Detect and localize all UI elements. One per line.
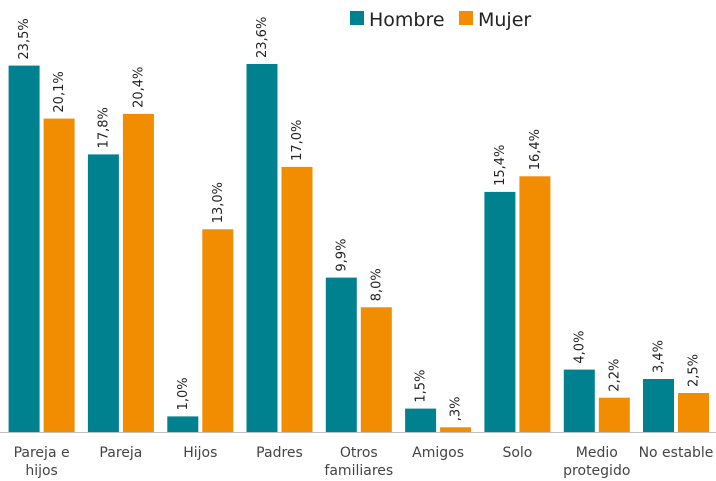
bar-mujer (122, 113, 154, 433)
value-label-mujer: 13,0% (211, 182, 226, 223)
value-label-mujer: 16,4% (528, 129, 543, 170)
value-label-mujer: 8,0% (369, 268, 384, 301)
legend-swatch-hombre (350, 11, 364, 25)
bar-hombre (87, 154, 119, 432)
value-label-hombre: 9,9% (334, 239, 349, 272)
bar-hombre (563, 369, 595, 432)
value-label-hombre: 4,0% (572, 331, 587, 364)
category-label: Amigos (412, 445, 464, 461)
legend-swatch-mujer (459, 11, 473, 25)
bar-mujer (519, 176, 551, 432)
category-label: Hijos (183, 445, 217, 461)
value-label-mujer: ,3% (449, 397, 464, 422)
category-label: protegido (563, 463, 630, 479)
category-label: Padres (256, 445, 303, 461)
bar-mujer (440, 427, 472, 432)
bar-hombre (643, 379, 674, 432)
bar-mujer (281, 166, 313, 432)
category-label: familiares (324, 463, 393, 479)
value-label-mujer: 2,2% (607, 359, 622, 392)
category-label: hijos (25, 463, 58, 479)
category-label: Pareja (99, 445, 142, 461)
category-label: Medio (576, 445, 618, 461)
bar-mujer (598, 397, 630, 432)
bar-mujer (43, 118, 75, 432)
legend-label-hombre: Hombre (369, 9, 445, 31)
bars-group (8, 64, 709, 433)
category-labels-group: Pareja e hijos Pareja Hijos Padres Otros famil… (14, 445, 714, 479)
bar-mujer (678, 393, 709, 432)
value-label-mujer: 20,4% (131, 67, 146, 108)
value-label-hombre: 17,8% (96, 107, 111, 148)
legend: Hombre Mujer (350, 9, 531, 31)
value-label-hombre: 1,0% (176, 377, 191, 410)
value-label-hombre: 23,6% (255, 17, 270, 58)
bar-hombre (246, 64, 278, 432)
category-label: Otros (340, 445, 378, 461)
category-label: No estable (639, 445, 714, 461)
category-label: Pareja e (14, 445, 70, 461)
bar-hombre (325, 277, 357, 432)
category-label: Solo (502, 445, 532, 461)
bar-hombre (405, 408, 437, 432)
value-label-hombre: 15,4% (493, 145, 508, 186)
bar-hombre (8, 65, 40, 432)
value-label-hombre: 3,4% (652, 340, 667, 373)
value-labels-group: 23,5% 20,1% 17,8% 20,4% 1,0% 13,0% 23,6% 17,0% 9… (17, 17, 701, 422)
bar-hombre (167, 416, 199, 432)
value-label-mujer: 2,5% (687, 354, 702, 387)
value-label-mujer: 20,1% (52, 71, 67, 112)
value-label-hombre: 1,5% (414, 370, 429, 403)
bar-mujer (202, 229, 234, 432)
value-label-mujer: 17,0% (290, 120, 305, 161)
value-label-hombre: 23,5% (17, 18, 32, 59)
bar-mujer (360, 307, 392, 432)
legend-label-mujer: Mujer (478, 9, 531, 31)
bar-hombre (484, 191, 516, 432)
